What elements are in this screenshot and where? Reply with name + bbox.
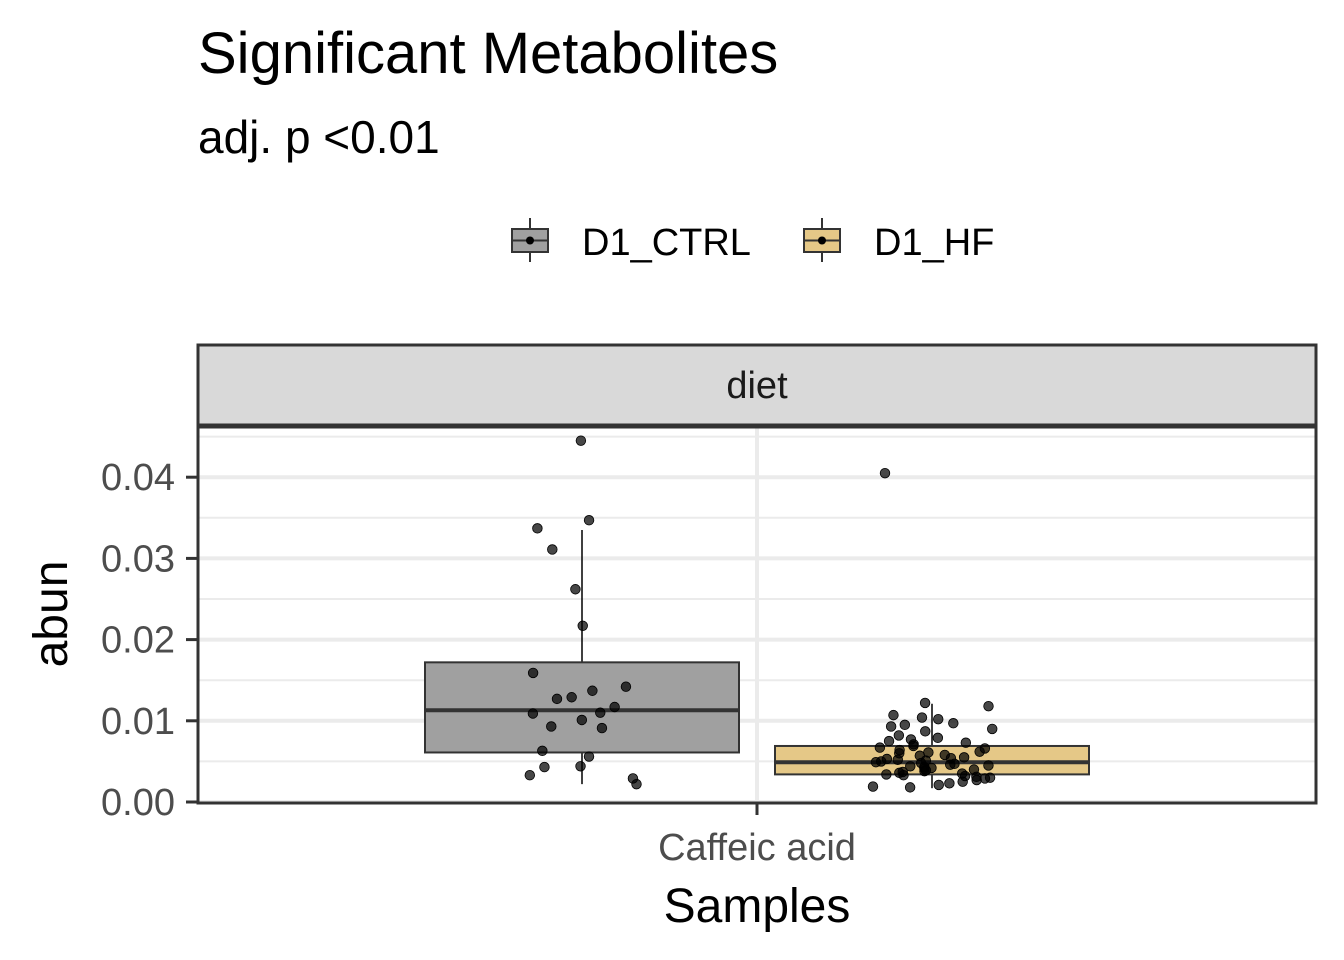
y-tick-label: 0.01: [101, 701, 175, 743]
data-point: [883, 735, 895, 747]
data-point: [892, 754, 903, 765]
legend-label: D1_CTRL: [582, 222, 751, 264]
point-layer: [524, 435, 998, 793]
data-point: [933, 779, 944, 791]
data-point: [583, 751, 595, 762]
data-point: [919, 697, 931, 709]
data-point: [983, 700, 994, 712]
data-point: [983, 760, 994, 771]
chart-subtitle: adj. p <0.01: [198, 111, 440, 163]
data-point: [631, 778, 642, 790]
data-point: [537, 745, 548, 757]
chart-title: Significant Metabolites: [198, 21, 778, 86]
data-point: [944, 778, 955, 789]
data-point: [899, 719, 911, 731]
y-tick-label: 0.03: [101, 538, 175, 580]
data-point: [532, 523, 543, 534]
data-point: [916, 712, 928, 723]
data-point: [893, 730, 905, 741]
data-point: [885, 721, 897, 732]
data-point: [596, 722, 608, 734]
data-point: [609, 701, 620, 713]
data-point: [904, 782, 916, 793]
legend-point: [818, 236, 826, 245]
data-point: [566, 692, 577, 703]
data-point: [583, 515, 595, 526]
data-point: [546, 721, 557, 732]
data-point: [908, 740, 919, 752]
data-point: [595, 707, 606, 718]
legend-item-d1-hf: D1_HF: [803, 218, 994, 264]
legend-item-d1-ctrl: D1_CTRL: [511, 218, 751, 264]
data-point: [920, 726, 931, 737]
data-point: [870, 757, 882, 768]
data-point: [881, 769, 892, 780]
y-axis-title: abun: [25, 561, 78, 668]
data-point: [539, 761, 550, 773]
x-axis: Caffeic acid: [658, 803, 856, 869]
data-point: [576, 714, 588, 726]
data-point: [527, 708, 539, 719]
y-tick-label: 0.02: [101, 620, 175, 662]
data-point: [948, 718, 959, 729]
data-point: [919, 765, 930, 777]
data-point: [620, 681, 632, 692]
data-point: [587, 685, 598, 696]
data-point: [987, 723, 998, 735]
data-point: [527, 667, 539, 679]
data-point: [932, 732, 944, 744]
legend-label: D1_HF: [874, 222, 994, 264]
data-point: [958, 752, 970, 763]
data-point: [945, 759, 956, 770]
data-point: [867, 781, 879, 792]
data-point: [547, 544, 558, 555]
data-point: [575, 761, 586, 772]
legend-point: [526, 236, 534, 245]
data-point: [957, 776, 968, 787]
data-point: [888, 709, 899, 721]
data-point: [971, 774, 982, 786]
data-point: [898, 770, 909, 781]
data-point: [974, 746, 985, 757]
y-tick-label: 0.04: [101, 457, 175, 499]
data-point: [933, 713, 944, 725]
data-point: [879, 467, 891, 479]
data-point: [960, 737, 972, 748]
data-point: [524, 770, 536, 781]
y-tick-label: 0.00: [101, 782, 175, 824]
legend: D1_CTRL D1_HF: [511, 218, 994, 264]
data-point: [905, 761, 916, 772]
facet-strip: [196, 343, 1318, 427]
data-point: [551, 693, 563, 705]
facet-label: diet: [726, 365, 788, 407]
data-point: [575, 435, 587, 446]
y-axis: 0.00 0.01 0.02 0.03 0.04: [101, 457, 198, 824]
data-point: [577, 620, 588, 631]
data-point: [570, 584, 581, 595]
box-body: [424, 661, 740, 754]
box-d1-ctrl: [424, 529, 740, 785]
x-tick-label: Caffeic acid: [658, 827, 856, 869]
x-axis-title: Samples: [664, 880, 851, 933]
data-point: [874, 742, 886, 753]
